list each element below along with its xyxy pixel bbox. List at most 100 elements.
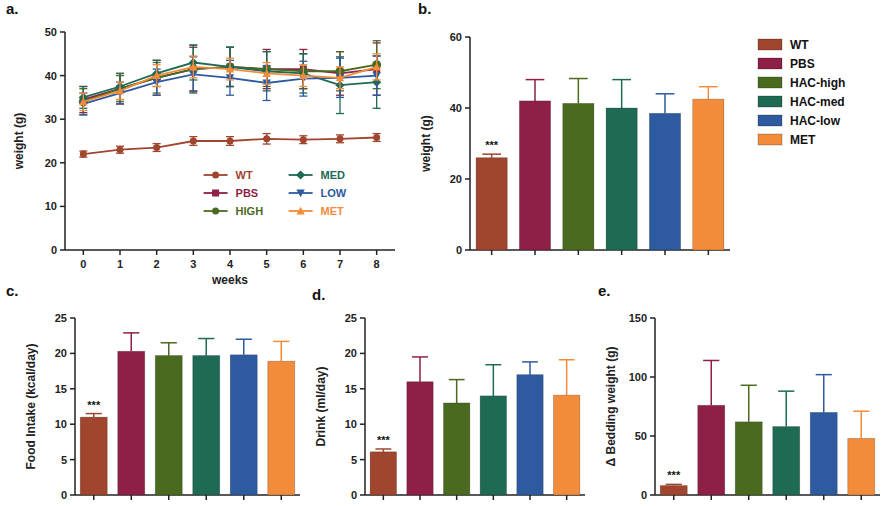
panel-title: b. — [418, 0, 431, 17]
legend: WTPBSHAC-highHAC-medHAC-lowMET — [758, 38, 845, 147]
y-axis — [74, 318, 76, 495]
x-tick — [578, 250, 580, 255]
y-axis — [64, 32, 66, 250]
error-cap — [336, 88, 344, 89]
x-tick — [266, 250, 268, 255]
error-cap — [116, 99, 124, 100]
y-tick — [60, 31, 65, 33]
error-bar — [778, 391, 794, 426]
y-axis-label: Δ Bedding weight (g) — [604, 347, 618, 467]
error-cap — [336, 113, 344, 114]
bar — [773, 427, 800, 495]
error-cap — [236, 338, 252, 340]
error-stem — [493, 365, 495, 396]
y-tick — [650, 376, 655, 378]
error-bar — [375, 449, 391, 452]
y-tick — [360, 317, 365, 319]
error-cap — [189, 92, 197, 93]
legend-marker — [296, 190, 304, 198]
error-bar — [263, 134, 271, 144]
error-bar — [116, 82, 124, 104]
y-tick — [650, 317, 655, 319]
bar — [517, 375, 543, 495]
point — [79, 98, 87, 106]
bar — [155, 356, 182, 495]
point — [116, 87, 124, 95]
legend-label: MED — [321, 169, 346, 181]
x-tick — [383, 495, 385, 500]
y-tick-label: 0 — [351, 489, 357, 501]
error-cap — [336, 66, 344, 67]
y-tick — [360, 423, 365, 425]
x-tick — [708, 250, 710, 255]
error-cap — [116, 103, 124, 104]
y-tick — [70, 388, 75, 390]
error-cap — [375, 448, 391, 450]
x-tick — [711, 495, 713, 500]
legend-label: PBS — [790, 57, 815, 71]
error-bar — [263, 52, 271, 91]
bar — [698, 405, 725, 495]
error-cap — [336, 56, 344, 57]
y-tick — [70, 317, 75, 319]
y-tick — [60, 206, 65, 208]
plot-area — [80, 333, 295, 495]
error-cap — [373, 40, 381, 41]
panel-title: d. — [312, 286, 325, 303]
error-cap — [816, 374, 832, 376]
y-tick-label: 15 — [55, 383, 67, 395]
error-cap — [153, 64, 161, 65]
x-tick — [376, 250, 378, 255]
x-tick — [493, 495, 495, 500]
y-tick-label: 0 — [456, 244, 462, 256]
error-bar — [189, 137, 197, 146]
error-cap — [153, 60, 161, 61]
error-cap — [336, 51, 344, 52]
x-tick — [566, 495, 568, 500]
panel-title: e. — [598, 282, 611, 299]
error-bar — [699, 87, 718, 99]
x-tick — [529, 495, 531, 500]
error-stem — [419, 357, 421, 382]
error-cap — [263, 51, 271, 52]
error-stem — [621, 80, 623, 108]
error-cap — [189, 145, 197, 146]
x-tick-label: 1 — [117, 258, 123, 270]
x-tick — [83, 250, 85, 255]
x-tick — [303, 250, 305, 255]
error-stem — [823, 375, 825, 413]
error-cap — [116, 99, 124, 100]
x-tick — [339, 250, 341, 255]
error-cap — [226, 95, 234, 96]
error-cap — [485, 364, 501, 366]
error-cap — [373, 79, 381, 80]
error-stem — [243, 339, 245, 355]
error-stem — [861, 411, 863, 438]
error-bar — [79, 87, 87, 113]
bar — [848, 438, 875, 495]
error-cap — [569, 78, 588, 80]
x-tick — [131, 495, 133, 500]
x-tick — [243, 495, 245, 500]
error-stem — [748, 385, 750, 422]
error-cap — [299, 64, 307, 65]
x-tick — [229, 250, 231, 255]
x-tick — [193, 250, 195, 255]
x-tick — [281, 495, 283, 500]
point — [262, 69, 270, 77]
error-cap — [189, 136, 197, 137]
y-tick-label: 15 — [345, 383, 357, 395]
error-cap — [153, 60, 161, 61]
y-tick-label: 20 — [345, 347, 357, 359]
legend-swatch — [758, 77, 782, 88]
plot-area — [476, 79, 724, 250]
error-bar — [116, 73, 124, 104]
plot-area — [660, 360, 875, 495]
error-cap — [299, 86, 307, 87]
error-cap — [116, 81, 124, 82]
error-stem — [193, 57, 194, 92]
error-bar — [816, 375, 832, 413]
error-cap — [853, 410, 869, 412]
x-tick — [168, 495, 170, 500]
error-cap — [263, 100, 271, 101]
